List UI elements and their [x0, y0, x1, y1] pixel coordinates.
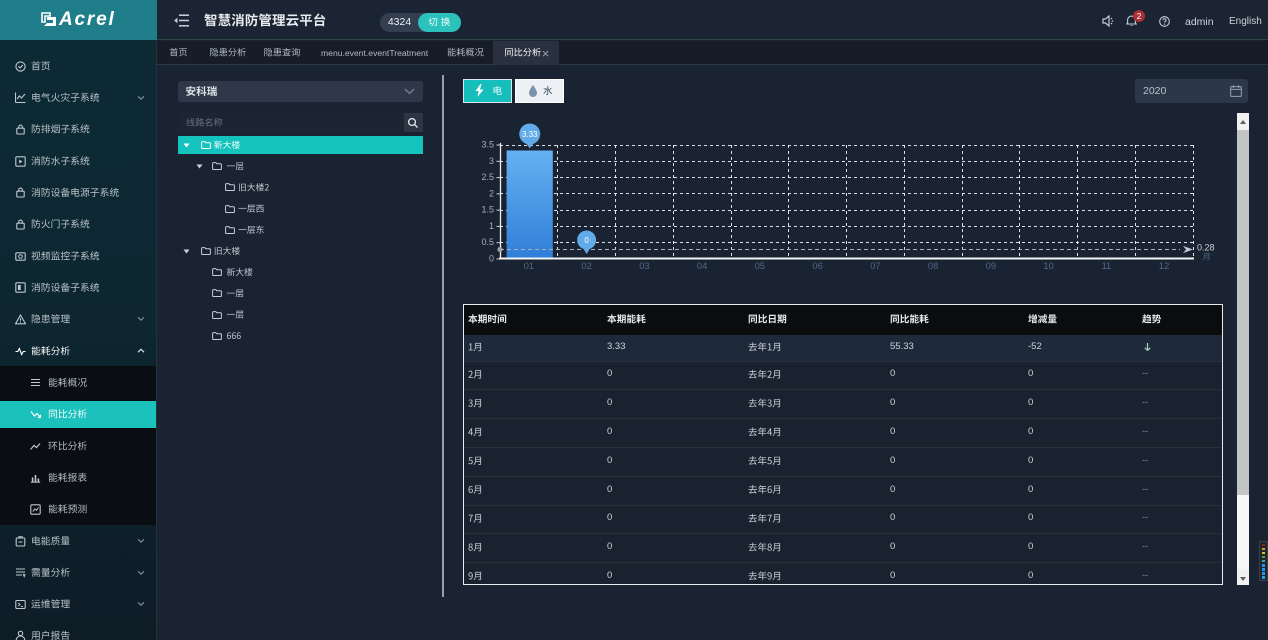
svg-text:09: 09: [986, 261, 996, 271]
svg-text:08: 08: [928, 261, 938, 271]
svg-text:02: 02: [581, 261, 591, 271]
svg-text:04: 04: [697, 261, 707, 271]
svg-text:0.5: 0.5: [481, 237, 494, 247]
svg-text:3.33: 3.33: [522, 130, 538, 139]
svg-text:1: 1: [489, 221, 494, 231]
svg-text:2: 2: [489, 188, 494, 198]
svg-text:3.5: 3.5: [481, 140, 494, 150]
svg-text:0.28: 0.28: [1197, 243, 1215, 253]
svg-text:05: 05: [755, 261, 765, 271]
svg-text:06: 06: [812, 261, 822, 271]
svg-text:12: 12: [1159, 261, 1169, 271]
svg-text:0: 0: [489, 254, 494, 264]
svg-text:03: 03: [639, 261, 649, 271]
svg-text:01: 01: [524, 261, 534, 271]
svg-text:07: 07: [870, 261, 880, 271]
svg-text:1.5: 1.5: [481, 205, 494, 215]
svg-text:0: 0: [584, 236, 589, 245]
svg-text:11: 11: [1102, 261, 1112, 271]
svg-text:2.5: 2.5: [481, 172, 494, 182]
svg-text:3: 3: [489, 156, 494, 166]
svg-text:10: 10: [1043, 261, 1053, 271]
